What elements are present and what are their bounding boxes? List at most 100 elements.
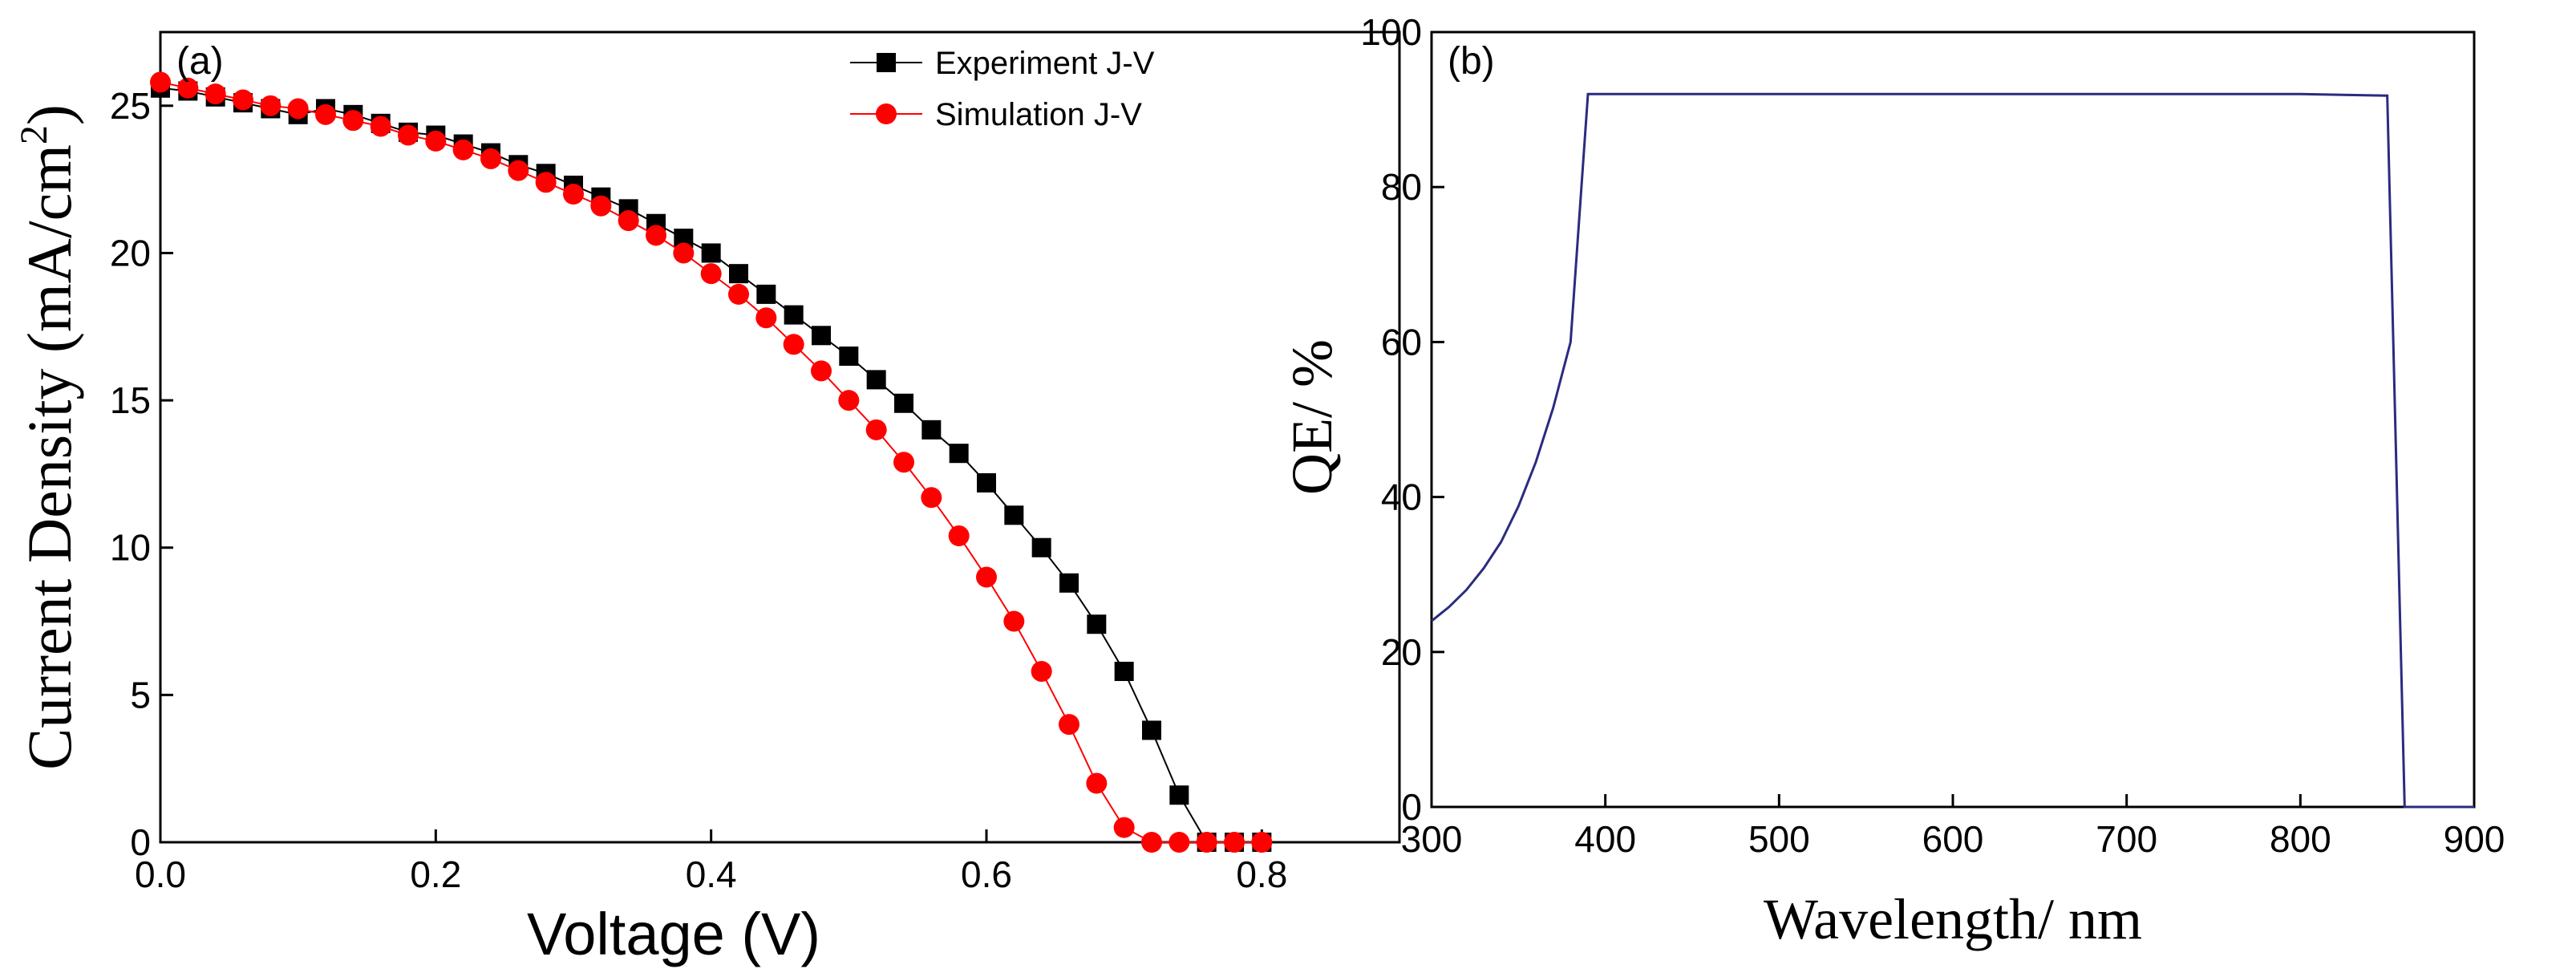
simulation-point [150,71,171,93]
chart-a-ylabel-sup: 2 [13,125,55,144]
simulation-point [783,334,804,355]
simulation-point [205,83,226,105]
simulation-point [618,210,639,232]
simulation-point [1059,714,1079,736]
chart-a: 0.0 0.2 0.4 0.6 0.8 0 5 10 15 20 25 (a) Experiment… [13,30,1401,967]
chart-a-ytick-label: 0 [130,821,151,863]
qe-curve [1431,92,2474,809]
chart-b-ytick-label: 100 [1360,11,1422,53]
simulation-point [480,148,501,169]
chart-a-xtick-label: 0.4 [686,853,737,895]
chart-b: 300 400 500 600 700 800 900 0 20 40 60 80 100 (b) Wa… [1280,11,2505,951]
experiment-point [1004,505,1024,525]
simulation-point [287,98,309,120]
chart-a-ylabel-main: Current Density (mA/cm [14,144,84,770]
chart-a-ylabel: Current Density (mA/cm2) [13,104,84,770]
simulation-point [590,195,612,217]
chart-a-ticks: 0.0 0.2 0.4 0.6 0.8 0 5 10 15 20 25 [110,85,1287,895]
chart-b-series [1431,92,2474,809]
chart-a-series [150,71,1273,853]
simulation-point [673,242,695,264]
experiment-point [1087,614,1107,634]
chart-a-panel-label: (a) [176,40,224,83]
simulation-point [398,124,419,146]
simulation-point [425,130,447,152]
simulation-point [1141,832,1162,853]
chart-b-xtick-label: 400 [1574,818,1636,860]
simulation-point [1169,832,1190,853]
legend-experiment-marker [877,53,896,72]
simulation-point [563,184,584,205]
chart-b-ytick-label: 0 [1401,786,1422,828]
simulation-point [1224,832,1245,853]
simulation-point [535,172,557,193]
simulation-point [342,110,364,132]
simulation-point [646,225,666,246]
simulation-point [755,307,777,329]
experiment-point [866,370,886,390]
chart-a-xtick-label: 0.6 [961,853,1012,895]
simulation-point [370,116,391,137]
experiment-point [949,444,969,464]
simulation-point [177,77,199,99]
chart-a-ytick-label: 25 [110,85,151,127]
simulation-point [1251,832,1273,853]
simulation-point [260,95,281,116]
simulation-point [811,360,832,382]
chart-a-xlabel: Voltage (V) [527,901,820,967]
chart-b-ylabel: QE/ % [1280,339,1344,495]
simulation-point [1113,817,1135,838]
chart-b-ticks: 300 400 500 600 700 800 900 0 20 40 60 80 100 [1360,11,2505,860]
simulation-point [315,103,336,125]
experiment-point [1031,537,1051,557]
chart-a-ytick-label: 5 [130,674,151,716]
experiment-point [701,243,721,263]
experiment-point [1059,573,1079,593]
chart-b-frame [1430,30,2476,809]
chart-a-xtick-label: 0.2 [410,853,461,895]
experiment-point [894,393,913,413]
chart-b-ytick-label: 60 [1381,321,1422,363]
simulation-point [921,487,942,509]
chart-b-xtick-label: 600 [1922,818,1984,860]
legend-experiment-label: Experiment J-V [935,46,1155,81]
experiment-point [977,472,996,493]
chart-b-ytick-label: 80 [1381,166,1422,208]
simulation-point [1086,772,1108,794]
simulation-point [1031,660,1052,682]
chart-b-xtick-label: 500 [1748,818,1810,860]
simulation-point [948,525,970,547]
simulation-point [893,452,914,473]
chart-b-ytick-label: 20 [1381,631,1422,673]
experiment-point [784,305,804,325]
chart-b-xtick-label: 900 [2444,818,2505,860]
chart-a-ylabel-close: ) [14,104,84,125]
chart-a-ytick-label: 10 [110,527,151,569]
experiment-point [921,420,942,440]
experiment-point [1114,661,1134,681]
legend-simulation-label: Simulation J-V [935,97,1142,132]
simulation-point [838,390,860,411]
chart-b-xtick-label: 800 [2270,818,2331,860]
experiment-point [839,347,859,366]
chart-b-xlabel: Wavelength/ nm [1764,887,2142,951]
simulation-point [1196,832,1217,853]
chart-a-ytick-label: 20 [110,232,151,274]
chart-a-xtick-label: 0.8 [1236,853,1287,895]
chart-b-panel-label: (b) [1448,40,1495,83]
simulation-point [700,263,722,285]
simulation-point [508,160,529,181]
simulation-point [976,566,997,588]
simulation-point [728,283,749,305]
chart-a-ytick-label: 15 [110,379,151,421]
chart-b-ytick-label: 40 [1381,476,1422,518]
experiment-point [756,284,776,304]
experiment-point [1169,785,1189,805]
simulation-point [865,419,887,440]
experiment-point [812,326,831,346]
chart-a-frame [159,30,1401,844]
chart-a-series-line-0 [160,87,1262,843]
experiment-point [1142,720,1161,740]
simulation-point [1003,610,1025,632]
legend-simulation-marker [876,103,897,124]
